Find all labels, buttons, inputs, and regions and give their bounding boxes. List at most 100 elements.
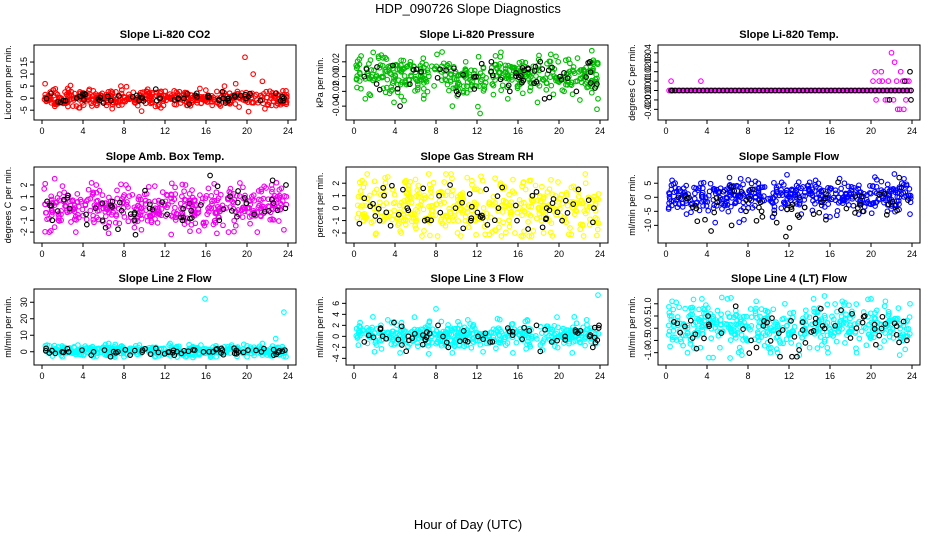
data-point — [411, 314, 418, 320]
data-point — [261, 183, 268, 190]
data-point — [51, 100, 58, 106]
x-tick-label: 16 — [513, 371, 523, 381]
data-point — [835, 179, 841, 186]
y-tick-label: 0 — [19, 96, 29, 101]
data-point — [530, 228, 537, 234]
data-point — [437, 66, 443, 73]
data-point — [543, 86, 550, 93]
data-point — [908, 97, 914, 103]
data-point — [443, 171, 449, 177]
data-point — [717, 344, 723, 351]
data-point — [718, 87, 724, 94]
data-point — [353, 65, 360, 72]
data-point — [248, 99, 255, 106]
data-point — [532, 182, 539, 189]
data-point — [519, 207, 526, 213]
data-point — [907, 68, 913, 75]
x-tick-label: 24 — [907, 249, 917, 259]
data-point — [718, 294, 725, 301]
data-point — [825, 349, 831, 356]
data-point — [816, 87, 822, 94]
data-point — [464, 317, 471, 323]
data-point — [431, 83, 437, 89]
data-point — [720, 188, 727, 195]
data-point — [558, 76, 565, 83]
data-point — [792, 87, 798, 94]
data-point — [525, 219, 531, 225]
data-point — [447, 78, 454, 85]
data-point — [362, 202, 369, 209]
data-point — [718, 311, 724, 318]
data-point — [573, 320, 580, 327]
data-point — [372, 231, 379, 238]
x-tick-label: 12 — [472, 249, 482, 259]
data-point — [244, 353, 250, 360]
data-point — [854, 205, 861, 211]
data-point — [427, 232, 433, 239]
data-point — [468, 217, 474, 224]
data-point — [665, 322, 672, 329]
data-point — [756, 185, 762, 192]
data-point — [158, 104, 164, 111]
data-points — [353, 292, 602, 357]
data-point — [100, 100, 107, 106]
data-point — [375, 205, 382, 212]
data-point — [471, 86, 478, 92]
data-point — [483, 210, 490, 217]
data-point — [706, 188, 713, 195]
data-point — [220, 222, 226, 229]
data-point — [283, 193, 290, 200]
data-point — [390, 78, 397, 85]
data-point — [571, 314, 578, 320]
data-point — [456, 81, 463, 88]
data-point — [846, 302, 852, 309]
data-point — [65, 348, 72, 355]
data-point — [858, 193, 865, 200]
y-tick-label: -1 — [19, 216, 29, 224]
data-point — [475, 53, 482, 60]
data-point — [743, 197, 749, 203]
data-point — [805, 182, 812, 189]
data-point — [817, 334, 824, 340]
data-point — [382, 180, 389, 186]
data-point — [420, 85, 427, 92]
data-point — [164, 192, 171, 199]
data-point — [408, 199, 415, 206]
data-point — [522, 59, 529, 66]
data-point — [780, 199, 787, 206]
data-point — [818, 87, 824, 94]
data-point — [519, 90, 526, 97]
y-tick-label: 6 — [331, 301, 341, 306]
data-point — [480, 88, 487, 94]
data-point — [51, 175, 58, 182]
data-point — [834, 208, 841, 214]
data-point — [353, 62, 360, 69]
data-point — [283, 182, 289, 188]
data-point — [867, 183, 873, 189]
data-point — [427, 188, 434, 194]
data-point — [41, 186, 48, 192]
data-point — [425, 351, 432, 357]
data-point — [559, 217, 565, 224]
data-point — [454, 230, 461, 236]
data-point — [488, 68, 495, 75]
data-point — [863, 200, 870, 206]
data-point — [420, 95, 427, 102]
data-point — [187, 228, 193, 235]
data-point — [758, 306, 765, 312]
data-point — [129, 191, 136, 198]
data-point — [594, 61, 601, 68]
data-point — [410, 66, 417, 73]
data-point — [509, 64, 516, 71]
data-point — [577, 226, 584, 233]
data-point — [452, 205, 459, 211]
x-tick-label: 24 — [907, 371, 917, 381]
data-point — [460, 88, 467, 95]
data-point — [460, 225, 467, 232]
data-point — [576, 68, 582, 75]
data-point — [194, 99, 201, 106]
data-point — [420, 206, 427, 213]
data-point — [270, 200, 277, 206]
data-point — [770, 306, 777, 313]
data-point — [89, 103, 95, 109]
